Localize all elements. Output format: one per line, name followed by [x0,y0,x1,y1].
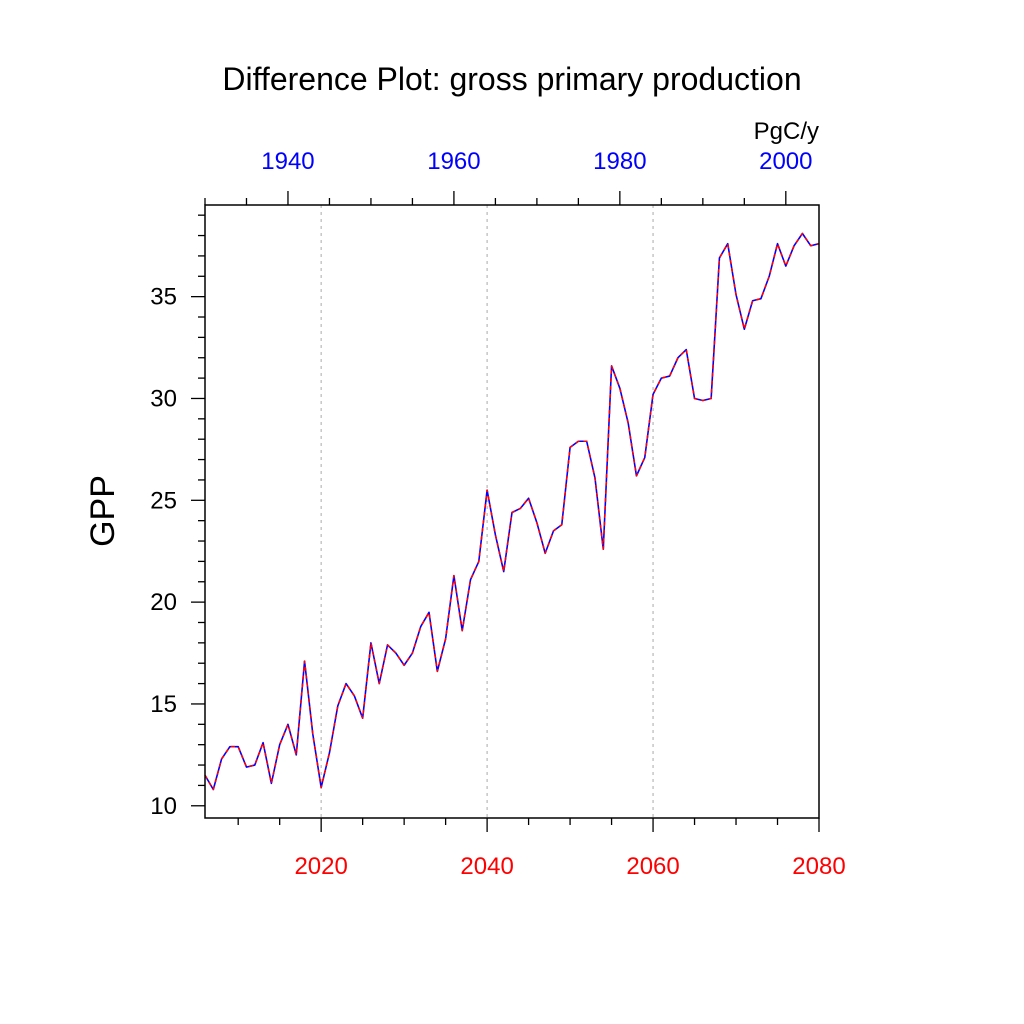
y-tick-label-30: 30 [150,385,177,412]
y-tick-label-15: 15 [150,691,177,718]
chart-title: Difference Plot: gross primary productio… [222,61,801,97]
tick-labels: 2020 2040 2060 2080 1940 1960 1980 2000 10 15 20 25… [150,148,845,880]
grid-lines [320,205,654,818]
y-axis-title: GPP [84,475,122,547]
y-tick-label-10: 10 [150,793,177,820]
top-tick-label-1980: 1980 [593,148,646,175]
units-label: PgC/y [754,118,819,145]
top-tick-label-2000: 2000 [759,148,812,175]
y-tick-label-25: 25 [150,487,177,514]
top-tick-label-1940: 1940 [261,148,314,175]
plot-frame [204,204,820,819]
series-line-blue [204,232,820,791]
y-tick-label-20: 20 [150,589,177,616]
top-tick-label-1960: 1960 [427,148,480,175]
axis-ticks [191,191,820,832]
axes [204,204,820,819]
bottom-tick-label-2020: 2020 [294,853,347,880]
series-gpp-line [204,232,820,791]
series-line-red [204,232,820,791]
bottom-tick-label-2060: 2060 [626,853,679,880]
y-tick-label-35: 35 [150,284,177,311]
bottom-tick-label-2040: 2040 [460,853,513,880]
bottom-tick-label-2080: 2080 [792,853,845,880]
